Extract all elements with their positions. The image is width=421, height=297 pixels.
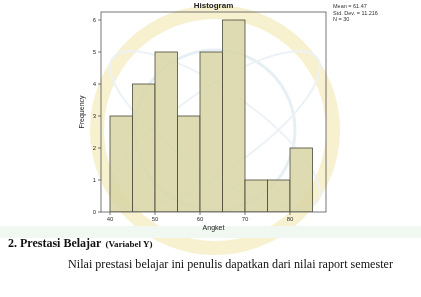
watermark-orbit: [90, 26, 341, 235]
x-axis-label: Angket: [203, 224, 225, 232]
y-tick-label: 4: [93, 81, 97, 87]
x-tick-label: 80: [287, 216, 294, 222]
histogram-bar: [245, 180, 268, 212]
heading: 2. Prestasi Belajar(Variabel Y): [8, 236, 153, 250]
histogram-bar: [155, 52, 178, 212]
x-tick-label: 70: [242, 216, 249, 222]
x-tick-label: 40: [107, 216, 114, 222]
histogram-bar: [223, 20, 246, 212]
y-tick: [98, 180, 101, 181]
plot-frame: [101, 12, 326, 212]
watermark: [0, 12, 421, 248]
histogram-bar: [110, 116, 133, 212]
histogram-bar: [290, 148, 313, 212]
watermark-orbit: [90, 26, 341, 235]
heading-note: (Variabel Y): [105, 239, 152, 249]
stat-annotation: Mean = 61.47: [333, 3, 367, 9]
y-tick: [98, 212, 101, 213]
y-axis-label: Frequency: [78, 95, 86, 129]
paragraph: Nilai prestasi belajar ini penulis dapat…: [68, 258, 393, 271]
x-tick: [290, 212, 291, 215]
x-tick: [245, 212, 246, 215]
x-tick: [110, 212, 111, 215]
histogram-bar: [133, 84, 156, 212]
y-tick: [98, 84, 101, 85]
x-tick-label: 50: [152, 216, 159, 222]
x-tick: [155, 212, 156, 215]
y-tick: [98, 148, 101, 149]
y-tick-label: 1: [93, 177, 97, 183]
y-tick-label: 6: [93, 17, 97, 23]
y-tick-label: 5: [93, 49, 97, 55]
y-tick: [98, 20, 101, 21]
stat-annotation: N = 30: [333, 16, 349, 22]
y-tick-label: 3: [93, 113, 97, 119]
y-tick: [98, 116, 101, 117]
y-tick: [98, 52, 101, 53]
watermark-ring: [97, 12, 333, 248]
stat-annotation: Std. Dev. = 11.216: [333, 10, 378, 16]
histogram-bar: [268, 180, 291, 212]
page: HistogramMean = 61.47Std. Dev. = 11.216N…: [0, 0, 421, 297]
y-tick-label: 2: [93, 145, 97, 151]
heading-text: 2. Prestasi Belajar: [8, 236, 102, 250]
y-tick-label: 0: [93, 209, 97, 215]
histogram-bar: [200, 52, 223, 212]
histogram-bar: [178, 116, 201, 212]
chart-title: Histogram: [194, 1, 234, 10]
bars: [110, 20, 313, 212]
x-tick-label: 60: [197, 216, 204, 222]
x-tick: [200, 212, 201, 215]
